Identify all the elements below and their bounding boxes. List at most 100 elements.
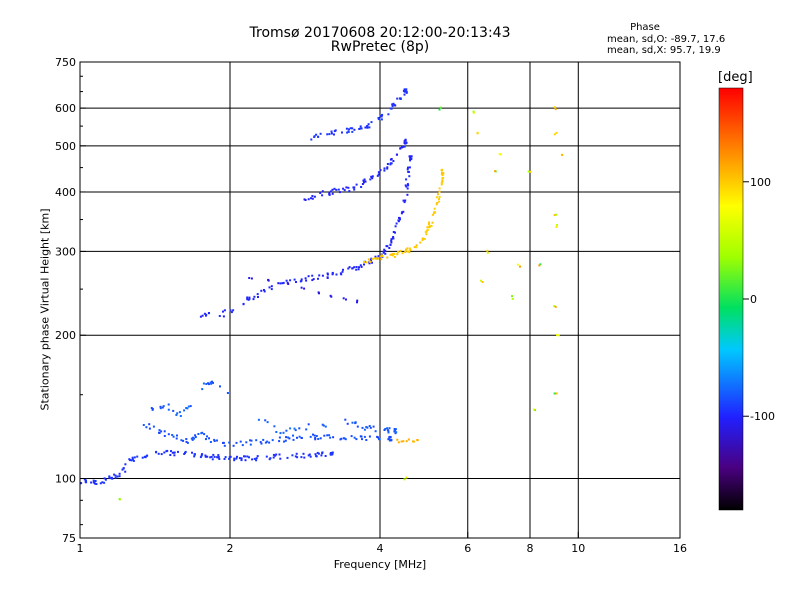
echo-point [121,468,124,471]
echo-point [158,432,161,434]
echo-point [257,296,259,298]
echo-point [553,392,556,395]
echo-point [554,305,557,308]
echo-point [244,455,247,458]
echo-point [386,256,389,259]
echo-point [433,207,436,210]
echo-point [383,169,386,172]
echo-point [259,441,262,444]
echo-point [292,438,295,441]
y-tick-label: 400 [55,186,76,199]
echo-point [498,153,501,155]
echo-point [300,286,303,289]
echo-point [122,467,125,470]
echo-point [415,244,418,247]
echo-point [304,277,307,280]
echo-point [400,212,403,215]
echo-point [511,295,513,298]
echo-point [199,456,202,459]
echo-point [406,250,409,253]
echo-point [361,426,364,429]
echo-point [363,178,366,181]
echo-point [317,135,320,138]
echo-point [186,441,189,444]
echo-point [193,437,196,440]
grid-lines [80,62,680,538]
echo-point [253,295,256,298]
echo-point [177,450,179,453]
echo-point [178,411,181,414]
echo-point [298,427,301,430]
echo-point [314,453,317,456]
echo-point [369,426,372,429]
x-tick-label: 6 [464,542,471,555]
echo-point [204,454,207,457]
echo-point [104,478,107,481]
echo-point [342,268,344,271]
echo-point [377,171,380,174]
echo-point [282,431,285,434]
echo-point [182,439,185,442]
echo-point [324,455,327,457]
echo-point [176,434,178,437]
echo-point [342,437,345,440]
echo-point [247,298,250,301]
echo-point [408,166,411,169]
echo-point [232,444,235,447]
echo-point [364,180,367,183]
echo-point [240,457,243,460]
echo-point [333,187,336,190]
echo-point [167,403,170,406]
echo-point [186,407,189,410]
echo-point [371,177,374,180]
echo-point [118,475,121,478]
echo-point [272,456,275,459]
echo-point [326,434,329,437]
echo-point [405,440,408,443]
echo-point [339,272,342,275]
echo-point [298,435,301,438]
echo-point [330,130,333,133]
echo-point [400,146,403,149]
echo-point [248,277,251,279]
echo-point [436,202,439,204]
echo-point [338,191,341,194]
echo-point [407,184,410,187]
echo-point [440,181,443,184]
echo-point [330,295,333,298]
echo-point [328,434,331,437]
echo-point [99,482,102,485]
echo-point [553,214,556,217]
echo-point [431,221,434,224]
x-tick-label: 1 [77,542,84,555]
echo-point [163,451,166,454]
echo-point [383,248,386,251]
echo-point [264,441,267,444]
echo-point [223,458,226,460]
echo-point [401,211,404,214]
echo-point [437,193,439,196]
echo-point [173,454,176,457]
echo-point [403,145,406,148]
echo-point [133,456,136,459]
echo-point [289,427,292,430]
echo-point [371,175,374,178]
echo-point [384,428,387,430]
echo-point [163,435,166,437]
echo-point [162,405,165,408]
echo-point [314,438,317,441]
echo-point [255,459,258,462]
echo-point [323,434,326,437]
echo-point [263,290,266,293]
echo-point [157,452,160,455]
echo-point [266,440,269,443]
echo-point [380,254,383,257]
echo-point [319,132,322,135]
echo-point [111,477,114,480]
echo-point [359,127,362,130]
echo-point [103,477,106,480]
echo-point [321,423,324,426]
echo-point [326,272,329,275]
echo-point [275,453,278,456]
echo-point [279,282,282,285]
